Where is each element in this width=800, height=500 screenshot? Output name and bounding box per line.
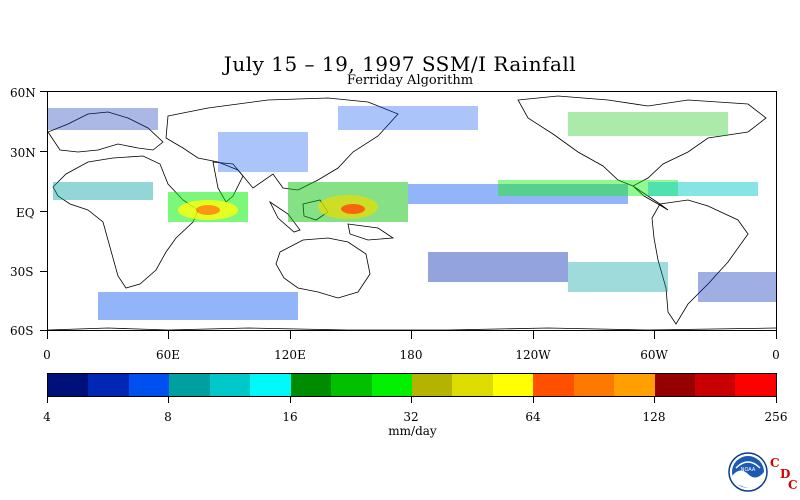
cdc-letter-d: D (780, 467, 791, 481)
colorbar-segment (88, 374, 129, 396)
rainfall-bands (48, 106, 776, 320)
australia-coastline (275, 237, 371, 299)
north-america-coastline (517, 95, 767, 187)
colorbar-label-128: 128 (642, 410, 666, 424)
colorbar-segment (533, 374, 574, 396)
map-subtitle: Ferriday Algorithm (346, 73, 474, 88)
lon-tick (654, 331, 655, 339)
new-guinea-coastline (347, 223, 395, 241)
coastlines (48, 95, 776, 330)
colorbar-segment (209, 374, 251, 396)
lon-label-180: 180 (399, 348, 423, 362)
lon-label-60e: 60E (155, 348, 181, 362)
colorbar-tick (654, 397, 655, 403)
colorbar-segment (573, 374, 615, 396)
europe-coastline (48, 111, 164, 153)
colorbar-tick (168, 397, 169, 403)
lat-tick (40, 151, 47, 152)
antarctica-coastline (48, 327, 776, 330)
noaa-logo-text: NOAA (741, 467, 756, 473)
lon-label-120w: 120W (515, 348, 551, 362)
central-america-coastline (632, 185, 669, 211)
colorbar-segment (250, 374, 291, 396)
noaa-logo: NOAA (728, 452, 768, 492)
colorbar-label-16: 16 (282, 410, 298, 424)
colorbar-label-256: 256 (764, 410, 788, 424)
lon-tick (290, 331, 291, 339)
colorbar-segment (654, 374, 695, 396)
lon-tick (411, 331, 412, 339)
colorbar-label-64: 64 (525, 410, 541, 424)
rainfall-map-svg (48, 95, 776, 330)
colorbar-segment (169, 374, 210, 396)
lat-tick (40, 330, 47, 331)
lat-label-60s: 60S (10, 324, 34, 338)
lon-tick (47, 331, 48, 339)
colorbar-segment (128, 374, 170, 396)
lat-label-60n: 60N (10, 86, 36, 100)
colorbar-tick (411, 397, 412, 403)
rainfall-map (47, 91, 777, 331)
borneo-coastline (302, 199, 329, 221)
colorbar-segment (614, 374, 655, 396)
lat-tick (40, 271, 47, 272)
colorbar-label-32: 32 (403, 410, 419, 424)
colorbar-segment (290, 374, 332, 396)
map-title: July 15 – 19, 1997 SSM/I Rainfall (223, 52, 577, 76)
colorbar-segment (695, 374, 736, 396)
colorbar-label-4: 4 (43, 410, 51, 424)
south-america-coastline (651, 199, 749, 325)
africa-coastline (52, 155, 199, 289)
colorbar (47, 373, 777, 397)
lon-tick (168, 331, 169, 339)
colorbar-segment (735, 374, 776, 396)
colorbar-segment (48, 374, 89, 396)
colorbar-segment (411, 374, 453, 396)
lon-label-0-end: 0 (772, 348, 780, 362)
lat-label-30s: 30S (10, 265, 34, 279)
lon-label-0: 0 (43, 348, 51, 362)
colorbar-tick (47, 397, 48, 403)
lon-label-60w: 60W (640, 348, 668, 362)
colorbar-units: mm/day (388, 424, 437, 438)
cdc-letter-c2: C (788, 478, 798, 492)
colorbar-segment (331, 374, 372, 396)
sumatra-coastline (268, 200, 301, 233)
lat-label-30n: 30N (10, 146, 36, 160)
colorbar-segment (492, 374, 534, 396)
lat-tick (40, 211, 47, 212)
asia-coastline (165, 97, 399, 191)
colorbar-tick (776, 397, 777, 403)
lat-tick (40, 91, 47, 92)
lon-tick (533, 331, 534, 339)
colorbar-tick (290, 397, 291, 403)
lat-label-eq: EQ (16, 206, 35, 220)
colorbar-tick (533, 397, 534, 403)
lon-tick (776, 331, 777, 339)
colorbar-segment (371, 374, 412, 396)
colorbar-segment (452, 374, 493, 396)
colorbar-label-8: 8 (164, 410, 172, 424)
cdc-letter-c1: C (770, 456, 780, 470)
lon-label-120e: 120E (274, 348, 306, 362)
